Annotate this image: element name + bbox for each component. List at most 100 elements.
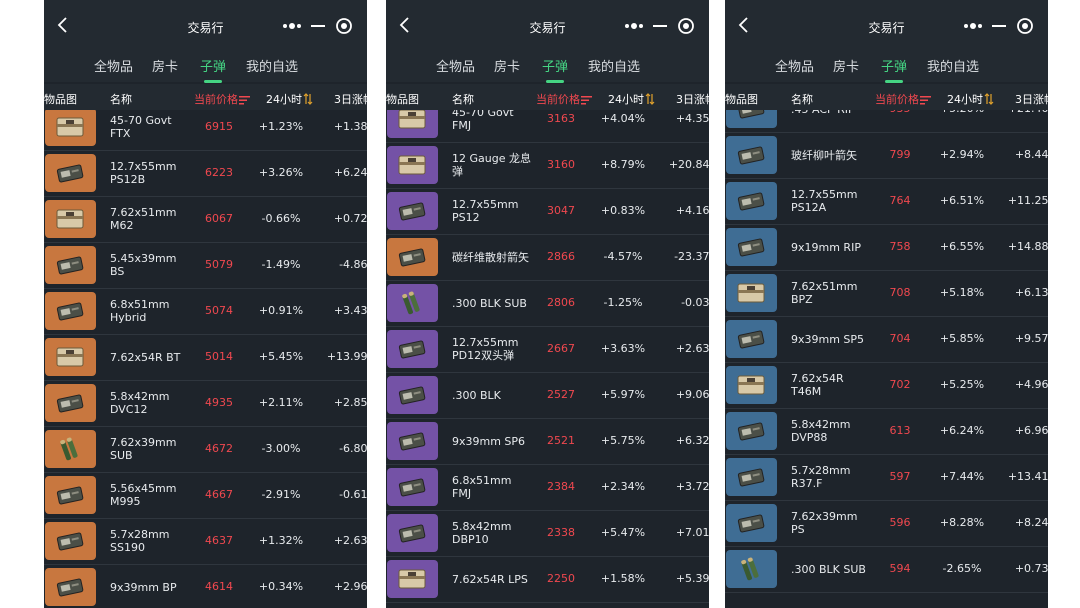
table-row[interactable]: 5.45x39mm BS 5079 -1.49% -4.86% — [44, 242, 367, 289]
change-3d: +4.35% — [675, 112, 709, 125]
more-options-icon[interactable] — [962, 15, 984, 37]
back-arrow-icon[interactable] — [52, 14, 74, 36]
header-3d-change[interactable]: 3日涨幅 — [334, 93, 367, 106]
tab-ammo[interactable]: 子弹 — [881, 56, 907, 83]
table-row[interactable]: 5.8x42mm DVP88 613 +6.24% +6.96% — [725, 408, 1048, 455]
table-row[interactable]: 45-70 Govt FMJ 3163 +4.04% +4.35% — [386, 110, 709, 143]
header-3d-change[interactable]: 3日涨幅 — [676, 93, 709, 106]
back-arrow-icon[interactable] — [733, 14, 755, 36]
table-row[interactable]: 碳纤维散射箭矢 2866 -4.57% -23.37% — [386, 234, 709, 281]
item-name: 12.7x55mm PS12B — [110, 160, 177, 186]
table-row[interactable]: 12 Gauge 龙息弹 3160 +8.79% +20.84% — [386, 142, 709, 189]
more-options-icon[interactable] — [281, 15, 303, 37]
header-price-sort[interactable]: 当前价格 — [536, 91, 592, 107]
table-row[interactable]: 12.7x55mm PD12双头弹 2667 +3.63% +2.63% — [386, 326, 709, 373]
ammo-box-icon — [53, 298, 87, 328]
item-name: 7.62x54R BT — [110, 350, 181, 364]
header-3d-change[interactable]: 3日涨幅 — [1015, 93, 1048, 106]
table-row[interactable]: 45-70 Govt FTX 6915 +1.23% +1.38% — [44, 110, 367, 151]
back-arrow-icon[interactable] — [394, 14, 416, 36]
table-row[interactable]: 6.8x51mm Hybrid 5074 +0.91% +3.43% — [44, 288, 367, 335]
item-thumbnail — [726, 412, 777, 450]
close-target-icon[interactable] — [1014, 15, 1036, 37]
close-target-icon[interactable] — [675, 15, 697, 37]
change-24h: +1.58% — [600, 572, 646, 585]
table-row[interactable]: 7.62x54R T46M 702 +5.25% +4.96% — [725, 362, 1048, 409]
item-price: 6915 — [205, 120, 233, 133]
tab-all-items[interactable]: 全物品 — [94, 60, 134, 75]
minimize-icon[interactable] — [649, 15, 671, 37]
tab-all-items[interactable]: 全物品 — [775, 60, 815, 75]
header-price-sort[interactable]: 当前价格 — [194, 91, 250, 107]
table-row[interactable]: 6.8x51mm FMJ 2384 +2.34% +3.72% — [386, 464, 709, 511]
table-row[interactable]: 7.62x39mm PS 596 +8.28% +8.24% — [725, 500, 1048, 547]
close-target-icon[interactable] — [333, 15, 355, 37]
table-row[interactable]: 7.62x51mm BPZ 708 +5.18% +6.13% — [725, 270, 1048, 317]
page-title: 交易行 — [868, 21, 905, 35]
table-row[interactable]: 12.7x55mm PS12A 764 +6.51% +11.25% — [725, 178, 1048, 225]
header-24h-sort[interactable]: 24小时 — [266, 91, 313, 107]
change-24h: +0.91% — [258, 304, 304, 317]
change-24h: -3.00% — [261, 442, 301, 455]
item-thumbnail — [726, 110, 777, 128]
table-row[interactable]: 5.8x42mm DBP10 2338 +5.47% +7.01% — [386, 510, 709, 557]
item-price: 4667 — [205, 488, 233, 501]
tab-room-cards[interactable]: 房卡 — [833, 60, 860, 75]
item-thumbnail — [387, 110, 438, 138]
item-list: 45-70 Govt FMJ 3163 +4.04% +4.35% 12 Gauge 龙… — [386, 110, 709, 608]
change-3d: -4.86% — [339, 258, 367, 271]
mini-program-capsule — [279, 13, 357, 39]
table-row[interactable]: 9x19mm RIP 758 +6.55% +14.88% — [725, 224, 1048, 271]
tab-my-watchlist[interactable]: 我的自选 — [246, 60, 299, 75]
change-3d: +5.39% — [675, 572, 709, 585]
header-24h-sort[interactable]: 24小时 — [947, 91, 994, 107]
change-3d: +20.84% — [668, 158, 709, 171]
item-price: 799 — [889, 148, 911, 161]
change-24h: +5.45% — [258, 350, 304, 363]
header-image: 物品图 — [725, 93, 758, 106]
item-name: .300 BLK SUB — [452, 296, 527, 310]
more-options-icon[interactable] — [623, 15, 645, 37]
minimize-icon[interactable] — [307, 15, 329, 37]
ammo-box-icon — [53, 482, 87, 512]
table-row[interactable]: .300 BLK 2527 +5.97% +9.06% — [386, 372, 709, 419]
table-row[interactable]: 5.56x45mm M995 4667 -2.91% -0.61% — [44, 472, 367, 519]
tab-room-cards[interactable]: 房卡 — [152, 60, 179, 75]
table-row[interactable]: 12.7x55mm PS12 3047 +0.83% +4.16% — [386, 188, 709, 235]
tab-room-cards[interactable]: 房卡 — [494, 60, 521, 75]
table-row[interactable]: 12.7x55mm PS12B 6223 +3.26% +6.24% — [44, 150, 367, 197]
item-price: 5079 — [205, 258, 233, 271]
table-row[interactable]: 7.62x54R LPS 2250 +1.58% +5.39% — [386, 556, 709, 603]
table-row[interactable]: 7.62x39mm SUB 4672 -3.00% -6.80% — [44, 426, 367, 473]
item-name: 45-70 Govt FTX — [110, 114, 172, 140]
table-row[interactable]: 5.7x28mm SS190 4637 +1.32% +2.63% — [44, 518, 367, 565]
item-thumbnail — [726, 458, 777, 496]
table-row[interactable]: 9x39mm BP 4614 +0.34% +2.96% — [44, 564, 367, 608]
tab-ammo[interactable]: 子弹 — [542, 56, 568, 83]
table-row[interactable]: 9x39mm SP5 704 +5.85% +9.57% — [725, 316, 1048, 363]
table-row[interactable]: 5.7x28mm R37.F 597 +7.44% +13.41% — [725, 454, 1048, 501]
phone-panel-2: 交易行 全物品 房卡 子弹 我的自选 物品图 名称 当前价格 24小时 3日涨幅… — [386, 0, 709, 608]
tab-ammo[interactable]: 子弹 — [200, 56, 226, 83]
header-price-sort[interactable]: 当前价格 — [875, 91, 931, 107]
table-row[interactable]: .45 ACP RIP935 +5.20% +21.40% — [725, 110, 1048, 133]
item-name: 5.8x42mm DVC12 — [110, 390, 170, 416]
header-24h-sort[interactable]: 24小时 — [608, 91, 655, 107]
change-24h: +5.20% — [935, 110, 989, 115]
tab-my-watchlist[interactable]: 我的自选 — [927, 60, 980, 75]
table-row[interactable]: .300 BLK SUB 594 -2.65% +0.73% — [725, 546, 1048, 593]
item-thumbnail — [387, 560, 438, 598]
tab-my-watchlist[interactable]: 我的自选 — [588, 60, 641, 75]
change-24h: +1.32% — [258, 534, 304, 547]
table-row[interactable]: 玻纤柳叶箭矢 799 +2.94% +8.44% — [725, 132, 1048, 179]
table-row[interactable]: 7.62x54R BT 5014 +5.45% +13.99% — [44, 334, 367, 381]
table-row[interactable]: 9x39mm SP6 2521 +5.75% +6.32% — [386, 418, 709, 465]
table-row[interactable]: 7.62x51mm M62 6067 -0.66% +0.72% — [44, 196, 367, 243]
loose-rounds-icon — [395, 290, 429, 320]
table-row[interactable]: .300 BLK SUB 2806 -1.25% -0.03% — [386, 280, 709, 327]
item-price: 2527 — [547, 388, 575, 401]
tab-all-items[interactable]: 全物品 — [436, 60, 476, 75]
table-row[interactable]: 5.8x42mm DVC12 4935 +2.11% +2.85% — [44, 380, 367, 427]
minimize-icon[interactable] — [988, 15, 1010, 37]
change-3d: +1.38% — [333, 120, 367, 133]
